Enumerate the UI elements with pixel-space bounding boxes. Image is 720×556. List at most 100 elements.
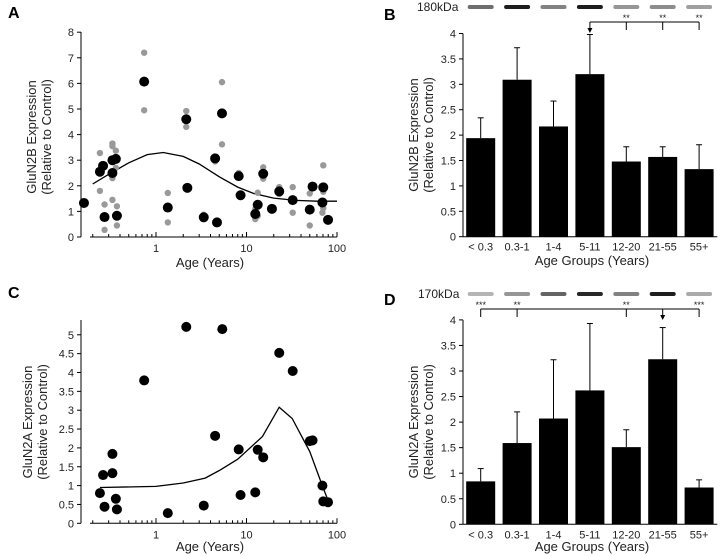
reference-arrow-icon	[660, 315, 666, 320]
data-point	[274, 186, 285, 197]
western-blot-band	[649, 5, 676, 9]
bar	[575, 74, 605, 237]
x-tick-label: 1	[153, 243, 159, 255]
data-point	[198, 212, 209, 223]
x-tick-label: 21-55	[649, 529, 677, 541]
data-point	[99, 212, 110, 223]
y-tick-label: 3.5	[59, 386, 74, 398]
y-axis-title-b-line1: GluN2B Expression	[406, 78, 421, 191]
replicate-point	[306, 190, 313, 197]
replicate-point	[260, 164, 267, 171]
replicate-point	[140, 49, 148, 56]
data-point	[181, 114, 192, 125]
data-point	[139, 76, 150, 87]
bar	[648, 156, 678, 237]
y-tick-label: 2	[450, 417, 456, 429]
data-point	[287, 365, 298, 376]
replicate-point	[109, 196, 116, 204]
y-axis-title-a-line1: GluN2B Expression	[24, 80, 39, 193]
data-point	[98, 470, 109, 481]
bar	[575, 390, 605, 525]
western-blot-band	[540, 292, 567, 296]
data-point	[111, 504, 122, 515]
x-tick-label: 5-11	[579, 529, 600, 541]
x-tick-label: 10	[240, 529, 252, 541]
significance-stars: **	[514, 300, 522, 310]
replicate-point	[112, 147, 120, 154]
data-point	[94, 488, 105, 499]
x-tick-label: 0.3-1	[505, 242, 530, 254]
y-axis-title-c-line2: (Relative to Control)	[35, 364, 50, 480]
x-axis-title-c: Age (Years)	[176, 539, 244, 554]
x-tick-label: 21-55	[649, 242, 677, 254]
x-tick-label: 1	[153, 529, 159, 541]
bar	[684, 169, 714, 237]
data-point	[317, 197, 328, 208]
replicate-point	[164, 219, 171, 226]
significance-stars: **	[696, 13, 704, 23]
data-point	[107, 448, 118, 459]
data-point	[181, 321, 192, 332]
y-tick-label: 2	[450, 130, 456, 142]
data-point	[287, 195, 298, 206]
data-point	[110, 153, 121, 164]
significance-stars: **	[659, 13, 667, 23]
y-tick-label: 1	[450, 181, 456, 193]
y-axis-title-a-line2: (Relative to Control)	[39, 79, 54, 195]
y-tick-label: 4	[68, 130, 74, 142]
data-point	[162, 508, 173, 519]
data-point	[216, 108, 227, 119]
y-tick-label: 2.5	[441, 105, 456, 117]
western-blot-band	[467, 292, 494, 296]
reference-arrow-icon	[587, 28, 593, 33]
bar	[466, 138, 496, 237]
y-tick-label: 3	[450, 366, 456, 378]
x-tick-label: 100	[328, 529, 346, 541]
x-tick-label: 0.3-1	[505, 529, 530, 541]
data-point	[139, 375, 150, 386]
replicate-point	[218, 141, 226, 148]
y-tick-label: 5	[68, 330, 74, 342]
data-point	[323, 214, 334, 225]
replicate-point	[289, 209, 296, 216]
data-point	[99, 501, 110, 512]
replicate-point	[101, 226, 108, 234]
data-point	[317, 480, 328, 491]
bar	[502, 443, 532, 525]
y-tick-label: 0.5	[441, 206, 456, 218]
y-tick-label: 3	[68, 405, 74, 417]
data-point	[304, 204, 315, 215]
bar	[539, 418, 568, 525]
western-blot-band	[540, 5, 567, 9]
data-point	[107, 468, 118, 479]
y-tick-label: 5	[68, 104, 74, 116]
data-point	[250, 208, 261, 219]
fit-curve	[99, 406, 329, 501]
replicate-point	[96, 187, 104, 195]
y-tick-label: 4.5	[59, 349, 74, 361]
y-tick-label: 7	[68, 53, 74, 65]
x-tick-label: 1-4	[546, 242, 562, 254]
data-point	[98, 160, 109, 171]
replicate-point	[306, 222, 313, 229]
western-blot-band	[576, 292, 603, 296]
data-point	[162, 202, 173, 213]
x-tick-label: 5-11	[579, 242, 600, 254]
data-point	[318, 182, 329, 193]
western-blot-band	[686, 5, 713, 9]
x-tick-label: 55+	[690, 242, 709, 254]
y-tick-label: 2.5	[59, 424, 74, 436]
x-tick-label: < 0.3	[468, 242, 493, 254]
panel-label-a: A	[8, 5, 20, 22]
y-tick-label: 3	[450, 79, 456, 91]
data-point	[198, 500, 209, 511]
y-axis-title-c-line1: GluN2A Expression	[20, 366, 35, 479]
western-blot-band	[467, 5, 494, 9]
panel-label-b: B	[384, 7, 396, 24]
data-point	[210, 153, 221, 164]
replicate-point	[140, 107, 148, 114]
blot-label-b: 180kDa	[417, 0, 459, 14]
western-blot-band	[504, 5, 531, 9]
significance-stars: **	[623, 13, 631, 23]
